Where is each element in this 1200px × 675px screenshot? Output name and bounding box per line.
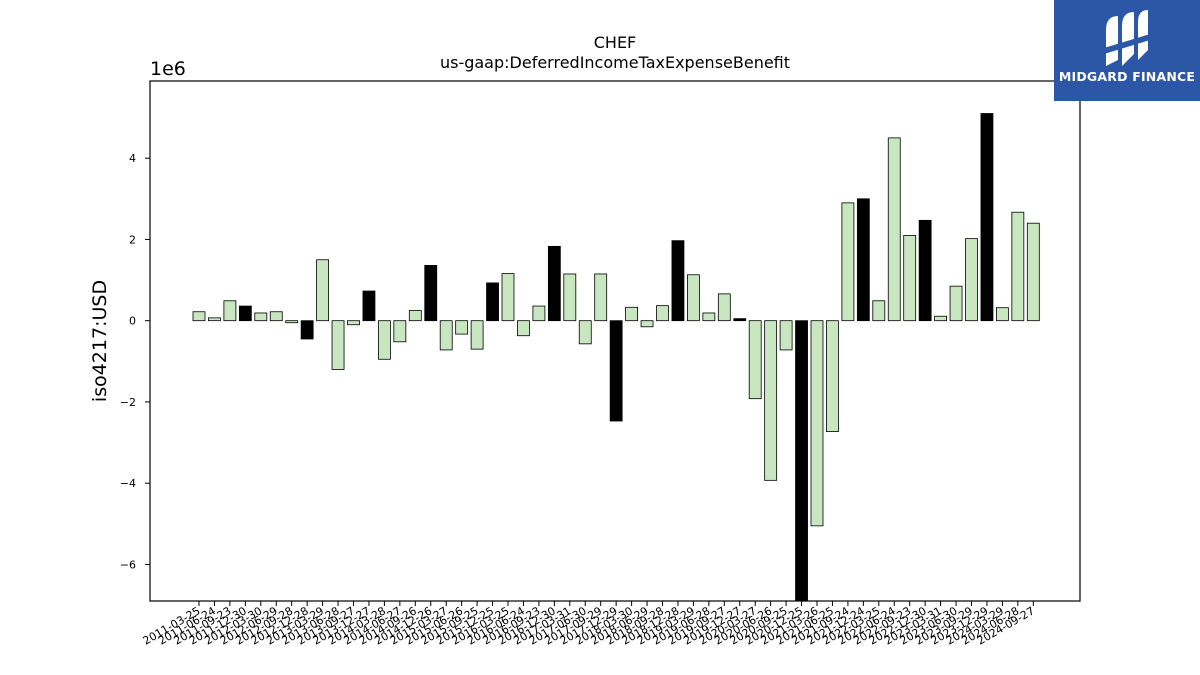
- bar-2022-12-30: [918, 219, 932, 322]
- bar-2017-06-30: [578, 320, 592, 345]
- brand-logo: MIDGARD FINANCE: [1054, 0, 1200, 101]
- midgard-logo-icon: [1104, 10, 1150, 66]
- y-axis-multiplier: 1e6: [150, 58, 186, 80]
- bar-2016-09-23: [532, 305, 546, 322]
- y-tick-label: 0: [129, 315, 136, 328]
- bar-2021-12-24: [856, 198, 870, 322]
- bar-2011-03-25: [192, 311, 206, 322]
- y-tick-label: −2: [120, 396, 136, 409]
- bar-2018-06-29: [640, 320, 654, 328]
- bar-2017-12-29: [609, 320, 623, 422]
- y-tick-label: 2: [129, 233, 136, 246]
- bar-2023-09-29: [965, 238, 978, 322]
- y-tick-label: −6: [120, 558, 136, 571]
- bar-2023-03-31: [934, 315, 947, 322]
- bar-2016-12-30: [547, 245, 561, 322]
- bar-2022-06-24: [887, 137, 901, 322]
- bar-2019-03-29: [687, 274, 700, 322]
- chart-subtitle: us-gaap:DeferredIncomeTaxExpenseBenefit: [440, 53, 790, 72]
- bar-2018-03-30: [625, 306, 638, 322]
- bar-2018-12-28: [671, 240, 685, 322]
- plot-frame: [149, 80, 1081, 602]
- bar-2020-06-26: [764, 320, 778, 481]
- bar-2012-12-28: [300, 320, 314, 340]
- bar-2015-06-26: [455, 320, 469, 335]
- bar-2013-09-27: [347, 320, 360, 326]
- bar-2024-03-29: [996, 307, 1009, 322]
- bar-2011-06-24: [208, 317, 221, 322]
- bar-2011-09-23: [223, 300, 237, 322]
- bar-2019-06-28: [702, 312, 716, 322]
- bar-2014-12-26: [424, 265, 438, 322]
- bars-group: [192, 113, 1040, 602]
- bar-2020-03-27: [748, 320, 762, 400]
- bar-2013-06-28: [331, 320, 345, 370]
- bar-2015-12-25: [486, 282, 499, 322]
- bar-2023-12-29: [980, 113, 994, 322]
- y-ticks-group: −6 −4 −2 0 2 4: [120, 152, 150, 571]
- bar-2014-03-28: [377, 320, 391, 360]
- bar-2013-12-27: [362, 290, 376, 322]
- y-tick-label: 4: [129, 152, 136, 165]
- bar-2024-09-27: [1026, 222, 1040, 322]
- x-ticks-group: 2011-03-252011-06-242011-09-232011-12-30…: [141, 601, 1037, 648]
- brand-name: MIDGARD FINANCE: [1058, 69, 1196, 84]
- bar-2014-06-27: [393, 320, 407, 343]
- bar-2019-12-27: [733, 318, 747, 322]
- bar-2021-06-25: [826, 320, 839, 433]
- bar-2017-09-29: [594, 273, 608, 322]
- bar-2015-09-25: [470, 320, 484, 350]
- bar-2020-12-25: [795, 320, 808, 602]
- bar-2013-03-29: [316, 259, 330, 322]
- bar-2012-06-29: [269, 311, 283, 322]
- bar-2022-09-23: [903, 234, 917, 322]
- bar-2018-09-28: [656, 305, 669, 322]
- bar-2021-09-24: [841, 202, 855, 322]
- bar-2015-03-27: [439, 320, 453, 351]
- bar-2014-09-26: [408, 310, 422, 322]
- bar-2016-03-25: [501, 273, 515, 322]
- bar-2011-12-30: [238, 305, 252, 322]
- y-axis-label: iso4217:USD: [89, 280, 111, 402]
- bar-2020-09-25: [779, 320, 793, 351]
- bar-2017-03-31: [563, 273, 577, 322]
- bar-2024-06-28: [1011, 211, 1025, 322]
- chart-title: CHEF: [594, 33, 637, 52]
- bar-2019-09-27: [717, 293, 731, 322]
- bar-2016-06-24: [517, 320, 530, 337]
- y-tick-label: −4: [120, 477, 136, 490]
- bar-2023-06-30: [949, 285, 963, 322]
- bar-2022-03-25: [872, 300, 886, 322]
- bar-2012-03-30: [254, 312, 268, 322]
- bar-2012-09-28: [285, 320, 299, 324]
- bar-2021-03-26: [810, 320, 824, 527]
